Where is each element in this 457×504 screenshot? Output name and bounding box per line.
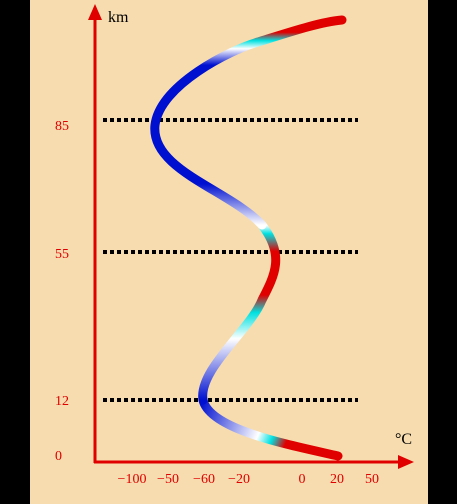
y-label: 12: [55, 394, 69, 409]
x-label: −20: [228, 472, 250, 487]
x-label: −100: [118, 472, 147, 487]
x-label: 0: [299, 472, 306, 487]
y-unit: km: [108, 9, 129, 26]
axes: [88, 4, 414, 469]
level-lines: [103, 118, 358, 402]
x-unit: °C: [395, 431, 412, 448]
temperature-curve: [150, 15, 347, 461]
x-label: −60: [193, 472, 215, 487]
y-label: 0: [55, 449, 62, 464]
y-label: 55: [55, 247, 69, 262]
x-label: 50: [365, 472, 379, 487]
x-label: 20: [330, 472, 344, 487]
x-label: −50: [157, 472, 179, 487]
y-label: 85: [55, 119, 69, 134]
